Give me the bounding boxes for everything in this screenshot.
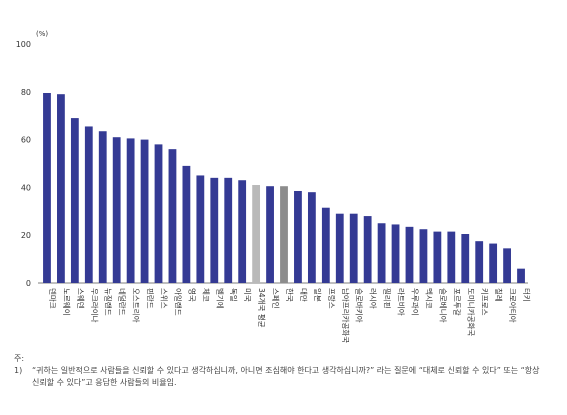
- bar: [447, 231, 456, 283]
- bar: [280, 186, 288, 283]
- category-label: 우루과이: [410, 288, 420, 316]
- bar: [503, 248, 511, 283]
- y-tick-label: 20: [21, 231, 31, 240]
- bar: [266, 186, 274, 283]
- y-unit-label: (%): [36, 30, 48, 38]
- category-label: 대만: [299, 288, 308, 302]
- category-label: 영국: [187, 288, 197, 302]
- bar-chart: (%) 0 20 40 60 80 100 덴마크 노르웨이 스웨덴 우크라이나 뉴질랜드 네덜란드 오…: [16, 30, 531, 343]
- category-label: 슬로바키아: [355, 288, 365, 323]
- bar: [238, 180, 247, 283]
- category-label: 벨기에: [215, 288, 224, 309]
- category-label-layer: 덴마크 노르웨이 스웨덴 우크라이나 뉴질랜드 네덜란드 오스트리아 핀란드 스위스 아일랜드 영국…: [48, 288, 531, 343]
- category-label: 일본: [313, 288, 322, 302]
- category-label: 도미니카공화국: [466, 288, 475, 336]
- y-tick-label: 0: [26, 279, 31, 288]
- y-tick-label: 60: [21, 136, 31, 145]
- bar: [307, 192, 316, 283]
- bar: [154, 144, 163, 283]
- bar: [196, 175, 205, 283]
- bar: [140, 139, 149, 283]
- category-label: 터키: [522, 288, 531, 302]
- bar: [57, 94, 65, 283]
- bar: [321, 207, 330, 283]
- y-tick-label: 40: [21, 183, 31, 192]
- bar: [98, 131, 107, 283]
- category-label: 뉴질랜드: [104, 288, 114, 316]
- category-label: 노르웨이: [62, 288, 72, 316]
- bar: [419, 229, 428, 283]
- bar: [335, 213, 344, 283]
- category-label: 우크라이나: [90, 288, 100, 323]
- footnote-line-1: “귀하는 일반적으로 사람들을 신뢰할 수 있다고 생각하십니까, 아니면 조심…: [32, 366, 540, 375]
- category-label: 한국: [285, 288, 294, 302]
- bar: [475, 241, 484, 283]
- bar: [433, 231, 442, 283]
- bar: [252, 185, 261, 283]
- category-label: 아일랜드: [173, 288, 183, 316]
- category-label: 포르투갈: [452, 288, 461, 316]
- category-label: 독일: [229, 288, 238, 302]
- bar: [349, 213, 358, 283]
- category-label: 멕시코: [424, 288, 434, 309]
- bar: [363, 216, 372, 283]
- category-label: 스페인: [271, 288, 281, 309]
- y-tick-label: 80: [21, 88, 31, 97]
- category-label: 프랑스: [327, 288, 336, 309]
- bar: [405, 226, 414, 283]
- y-tick-label: 100: [16, 40, 31, 49]
- bar: [461, 234, 470, 283]
- category-label: 체코: [201, 288, 211, 302]
- footnote-line-2: 신뢰할 수 있다”고 응답한 사람들의 비율임.: [32, 378, 177, 387]
- category-label: 34개국 평균: [257, 288, 267, 328]
- bar: [224, 177, 233, 283]
- category-label: 남아프리카공화국: [341, 288, 351, 343]
- category-label: 키프로스: [480, 288, 489, 316]
- footnote: 주: 1) “귀하는 일반적으로 사람들을 신뢰할 수 있다고 생각하십니까, 아…: [14, 353, 554, 389]
- bar: [84, 126, 93, 283]
- category-label: 덴마크: [48, 288, 57, 309]
- category-label: 미국: [243, 288, 252, 302]
- category-label: 스웨덴: [76, 288, 85, 309]
- bar: [126, 138, 135, 283]
- category-label: 스위스: [160, 288, 169, 309]
- bar: [112, 137, 121, 283]
- bar: [489, 243, 498, 283]
- bar: [391, 224, 400, 283]
- category-label: 네덜란드: [118, 288, 128, 316]
- category-label: 라트비아: [397, 288, 407, 316]
- category-label: 크로아티아: [508, 288, 518, 323]
- category-label: 핀란드: [146, 288, 156, 309]
- bar: [70, 118, 79, 283]
- category-label: 오스트리아: [132, 288, 142, 323]
- category-label: 칠레: [494, 288, 503, 302]
- bar-layer: [43, 92, 525, 284]
- bar: [43, 92, 51, 284]
- bar: [517, 268, 525, 283]
- category-label: 러시아: [369, 288, 379, 309]
- category-label: 필리핀: [383, 288, 393, 309]
- bar: [210, 177, 219, 283]
- category-label: 슬로베니아: [438, 288, 448, 323]
- bar: [294, 190, 302, 283]
- bar: [182, 165, 191, 283]
- bar: [168, 149, 177, 283]
- footnote-prefix: 주: 1): [14, 354, 25, 375]
- bar: [377, 223, 386, 283]
